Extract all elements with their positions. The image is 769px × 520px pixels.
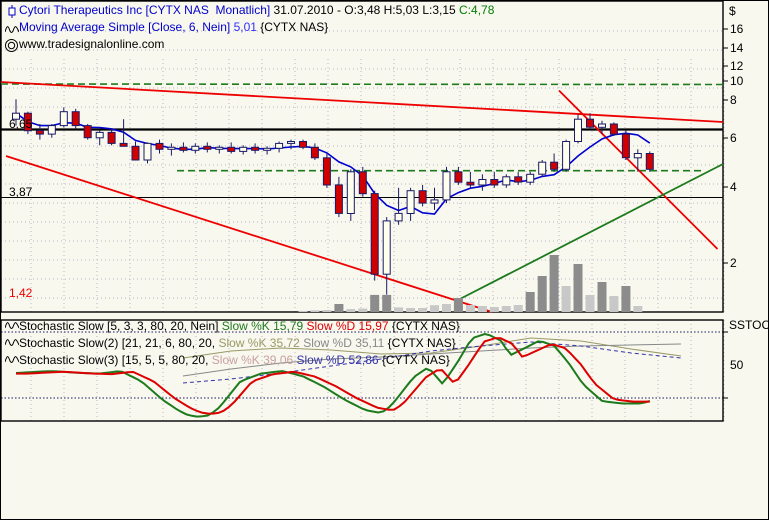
svg-text:50: 50 (730, 358, 744, 372)
svg-text:SSTOC: SSTOC (729, 318, 769, 332)
